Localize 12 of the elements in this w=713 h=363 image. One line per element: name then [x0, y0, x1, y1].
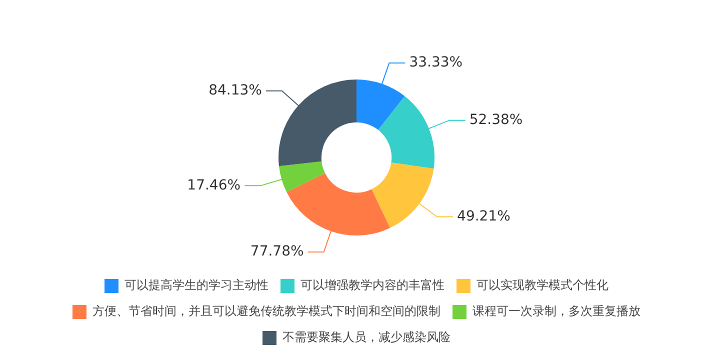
- data-label: 33.33%: [409, 54, 463, 71]
- legend-label: 可以提高学生的学习主动性: [124, 278, 268, 292]
- data-label: 77.78%: [250, 244, 304, 260]
- data-label: 52.38%: [469, 112, 523, 128]
- legend-label: 可以实现教学模式个性化: [476, 278, 608, 292]
- data-label: 17.46%: [187, 177, 241, 194]
- legend-label: 方便、节省时间，并且可以避免传统教学模式下时间和空间的限制: [92, 304, 440, 318]
- legend-label: 不需要聚集人员，减少感染风险: [282, 330, 450, 344]
- legend-label: 可以增强教学内容的丰富性: [300, 278, 444, 292]
- data-label: 84.13%: [208, 82, 262, 98]
- legend-label: 课程可一次录制，多次重复播放: [472, 304, 640, 318]
- data-label: 49.21%: [457, 208, 510, 224]
